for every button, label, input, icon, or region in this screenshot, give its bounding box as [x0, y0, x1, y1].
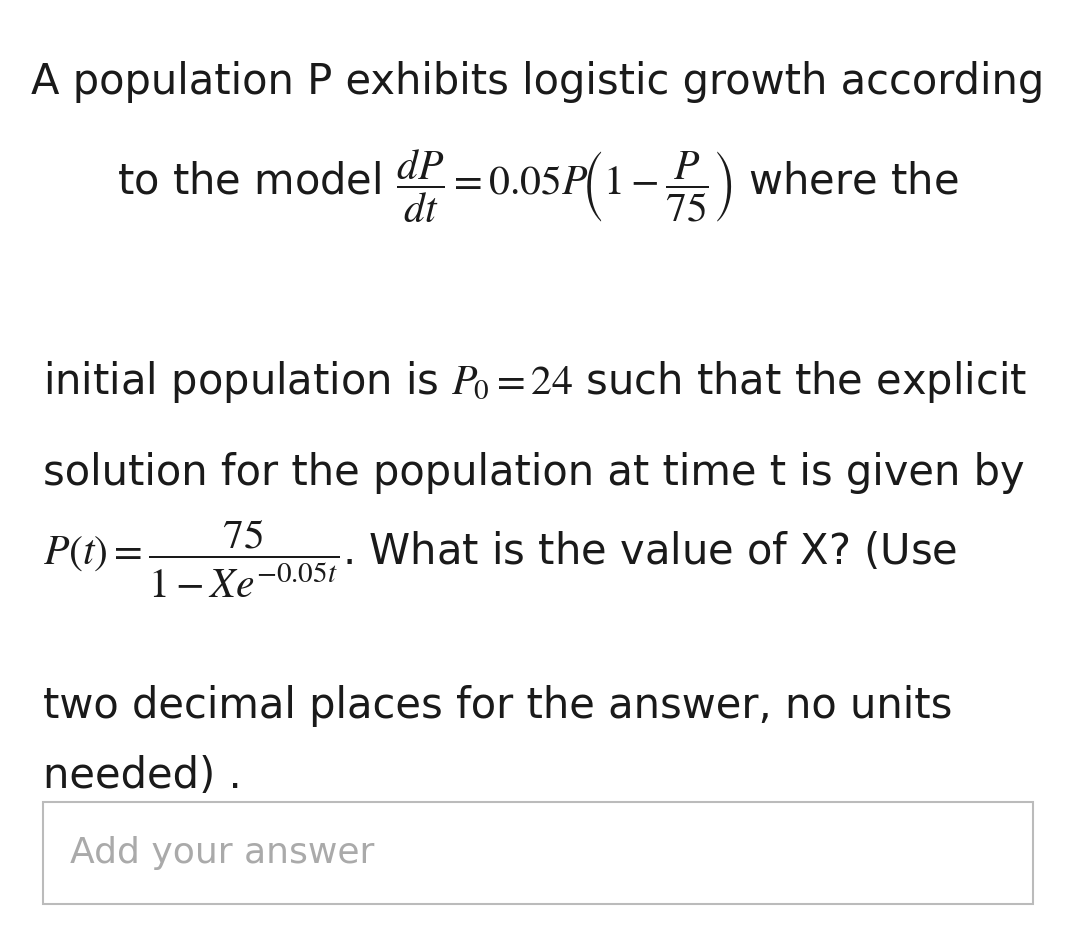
- Text: solution for the population at time t is given by: solution for the population at time t is…: [43, 452, 1024, 494]
- Text: $P(t) = \dfrac{75}{1 - Xe^{-0.05t}}$. What is the value of X? (Use: $P(t) = \dfrac{75}{1 - Xe^{-0.05t}}$. Wh…: [43, 518, 958, 600]
- Text: A population P exhibits logistic growth according: A population P exhibits logistic growth …: [31, 61, 1045, 103]
- Text: Add your answer: Add your answer: [70, 836, 374, 870]
- Text: needed) .: needed) .: [43, 755, 242, 797]
- FancyBboxPatch shape: [43, 802, 1033, 904]
- Text: initial population is $P_{\!0} = 24$ such that the explicit: initial population is $P_{\!0} = 24$ suc…: [43, 359, 1028, 404]
- Text: to the model $\dfrac{dP}{dt} = 0.05P\!\left(1 - \dfrac{P}{75}\right)$ where the: to the model $\dfrac{dP}{dt} = 0.05P\!\l…: [117, 148, 959, 225]
- Text: two decimal places for the answer, no units: two decimal places for the answer, no un…: [43, 685, 952, 727]
